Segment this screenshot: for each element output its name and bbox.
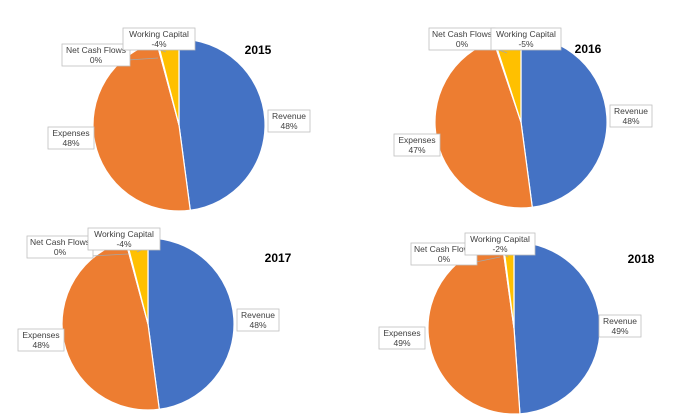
data-label-percent: 48% bbox=[280, 121, 297, 131]
data-label-box bbox=[47, 126, 95, 150]
data-label-percent: 49% bbox=[393, 338, 410, 348]
data-label-percent: 0% bbox=[456, 39, 469, 49]
data-label-box bbox=[61, 43, 131, 67]
data-label-name: Working Capital bbox=[470, 234, 530, 244]
data-label-percent: 0% bbox=[90, 55, 103, 65]
data-label-name: Expenses bbox=[383, 328, 420, 338]
data-label-box bbox=[236, 308, 280, 332]
pie-slice-revenue bbox=[178, 38, 266, 211]
pie-slice-revenue bbox=[147, 237, 235, 410]
data-label-box bbox=[378, 326, 426, 350]
data-label-box bbox=[598, 314, 642, 338]
data-label-percent: 0% bbox=[438, 254, 451, 264]
data-label-name: Net Cash Flows bbox=[414, 244, 474, 254]
data-label-name: Revenue bbox=[603, 316, 637, 326]
chart-title: 2016 bbox=[575, 42, 602, 56]
data-label-percent: 48% bbox=[32, 340, 49, 350]
label-leader-line bbox=[475, 256, 501, 263]
data-label-percent: 49% bbox=[611, 326, 628, 336]
data-label-name: Revenue bbox=[241, 310, 275, 320]
data-label-box bbox=[464, 232, 536, 256]
data-label-working-capital: Working Capital-4% bbox=[87, 227, 161, 251]
data-label-name: Net Cash Flows bbox=[432, 29, 492, 39]
data-label-name: Working Capital bbox=[94, 229, 154, 239]
data-label-name: Working Capital bbox=[496, 29, 556, 39]
data-label-name: Net Cash Flows bbox=[66, 45, 126, 55]
pie-slice-revenue bbox=[513, 241, 601, 415]
data-label-percent: -4% bbox=[116, 239, 132, 249]
data-label-box bbox=[393, 133, 441, 157]
data-label-name: Expenses bbox=[52, 128, 89, 138]
data-label-percent: 0% bbox=[54, 247, 67, 257]
chart-title: 2018 bbox=[628, 252, 655, 266]
data-label-percent: 47% bbox=[408, 145, 425, 155]
data-label-name: Working Capital bbox=[129, 29, 189, 39]
data-label-box bbox=[17, 328, 65, 352]
data-label-percent: 48% bbox=[622, 116, 639, 126]
data-label-percent: -2% bbox=[492, 244, 508, 254]
data-label-name: Expenses bbox=[22, 330, 59, 340]
data-label-name: Revenue bbox=[272, 111, 306, 121]
data-label-box bbox=[490, 27, 562, 51]
label-leader-line bbox=[127, 57, 159, 61]
data-label-box bbox=[267, 109, 311, 133]
data-label-working-capital: Working Capital-5% bbox=[490, 27, 562, 51]
data-label-percent: -5% bbox=[518, 39, 534, 49]
data-label-percent: 48% bbox=[62, 138, 79, 148]
pie-slice-revenue bbox=[520, 35, 608, 208]
data-label-name: Expenses bbox=[398, 135, 435, 145]
data-label-name: Net Cash Flows bbox=[30, 237, 90, 247]
data-label-working-capital: Working Capital-4% bbox=[122, 27, 196, 51]
data-label-percent: -4% bbox=[151, 39, 167, 49]
data-label-box bbox=[609, 104, 653, 128]
chart-title: 2015 bbox=[245, 43, 272, 57]
data-label-box bbox=[87, 227, 161, 251]
data-label-box bbox=[122, 27, 196, 51]
chart-title: 2017 bbox=[265, 251, 292, 265]
data-label-percent: 48% bbox=[249, 320, 266, 330]
data-label-name: Revenue bbox=[614, 106, 648, 116]
label-leader-line bbox=[91, 253, 129, 257]
data-label-working-capital: Working Capital-2% bbox=[464, 232, 536, 256]
